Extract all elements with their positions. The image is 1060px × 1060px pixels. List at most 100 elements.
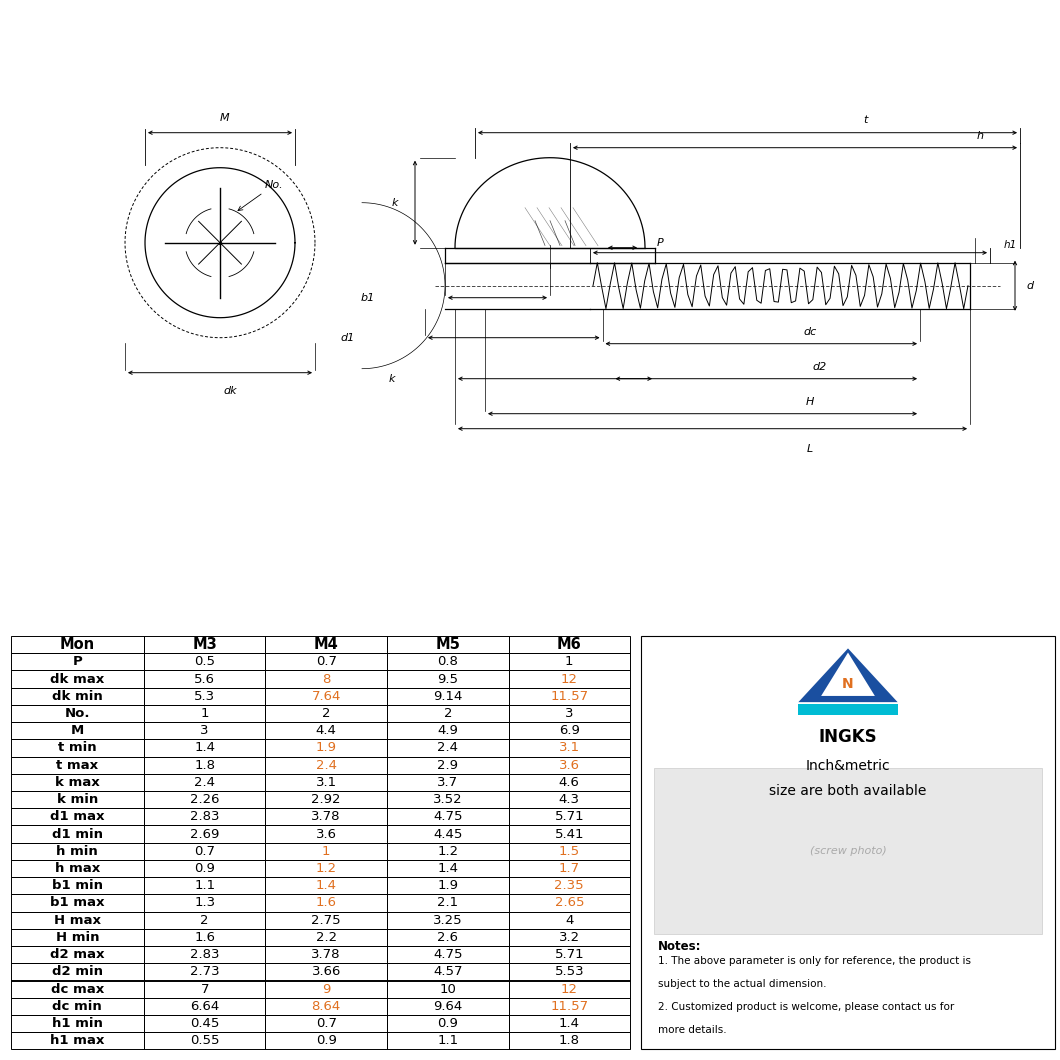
Text: 10: 10 — [439, 983, 456, 995]
Text: 2.4: 2.4 — [438, 741, 458, 755]
Text: 1.4: 1.4 — [194, 741, 215, 755]
Text: 2.92: 2.92 — [312, 793, 341, 807]
Bar — [11, 929, 144, 946]
Bar — [798, 704, 898, 714]
Bar — [11, 997, 144, 1015]
Text: 3.1: 3.1 — [316, 776, 337, 789]
Text: dk min: dk min — [52, 690, 103, 703]
Bar — [11, 860, 144, 878]
Text: 1.8: 1.8 — [559, 1035, 580, 1047]
Bar — [509, 1015, 630, 1032]
Bar — [11, 1032, 144, 1049]
Text: dk max: dk max — [50, 672, 104, 686]
Bar — [144, 774, 265, 791]
Text: 2.35: 2.35 — [554, 879, 584, 893]
Bar — [144, 722, 265, 740]
Bar — [11, 705, 144, 722]
Text: 0.55: 0.55 — [190, 1035, 219, 1047]
Bar — [387, 843, 509, 860]
Text: 4.4: 4.4 — [316, 724, 337, 738]
Bar — [265, 964, 387, 981]
Text: 2.83: 2.83 — [190, 948, 219, 961]
Bar — [509, 705, 630, 722]
Bar — [265, 860, 387, 878]
Text: 1.1: 1.1 — [194, 879, 215, 893]
Bar — [387, 912, 509, 929]
Text: dc min: dc min — [52, 1000, 102, 1013]
Bar — [265, 774, 387, 791]
Bar — [509, 997, 630, 1015]
Text: 3.7: 3.7 — [437, 776, 458, 789]
Text: 9.14: 9.14 — [434, 690, 462, 703]
Text: h: h — [976, 130, 984, 141]
Bar — [11, 722, 144, 740]
Text: t max: t max — [56, 759, 99, 772]
Text: 1.1: 1.1 — [437, 1035, 458, 1047]
Bar — [509, 826, 630, 843]
Bar — [11, 808, 144, 826]
Text: 11.57: 11.57 — [550, 1000, 588, 1013]
Text: 1: 1 — [200, 707, 209, 720]
Text: M6: M6 — [556, 637, 582, 652]
Bar — [144, 757, 265, 774]
Bar — [265, 947, 387, 964]
Bar — [509, 860, 630, 878]
Text: d: d — [1026, 281, 1034, 290]
Bar — [144, 636, 265, 653]
Text: 5.71: 5.71 — [554, 948, 584, 961]
Bar — [144, 740, 265, 757]
Text: M4: M4 — [314, 637, 338, 652]
Bar — [387, 1032, 509, 1049]
Bar — [387, 878, 509, 895]
Text: 1.8: 1.8 — [194, 759, 215, 772]
Bar — [11, 636, 144, 653]
Bar — [265, 826, 387, 843]
Text: 1.9: 1.9 — [316, 741, 337, 755]
Text: M: M — [71, 724, 84, 738]
Bar — [144, 1015, 265, 1032]
Text: 9.5: 9.5 — [438, 672, 458, 686]
Bar — [509, 791, 630, 808]
Bar — [144, 997, 265, 1015]
Bar — [144, 860, 265, 878]
Text: 9.64: 9.64 — [434, 1000, 462, 1013]
Text: M5: M5 — [436, 637, 460, 652]
Bar — [144, 912, 265, 929]
Text: 2.69: 2.69 — [190, 828, 219, 841]
Text: 0.7: 0.7 — [194, 845, 215, 858]
Text: d1 min: d1 min — [52, 828, 103, 841]
Bar — [509, 929, 630, 946]
Bar — [387, 705, 509, 722]
Text: 1.4: 1.4 — [438, 862, 458, 876]
Text: d1: d1 — [340, 333, 355, 342]
Bar — [11, 688, 144, 705]
Bar — [11, 947, 144, 964]
Text: 8: 8 — [322, 672, 331, 686]
Bar — [265, 757, 387, 774]
Bar — [144, 947, 265, 964]
Text: b1 min: b1 min — [52, 879, 103, 893]
Bar — [11, 980, 144, 997]
Bar — [509, 947, 630, 964]
Bar — [509, 808, 630, 826]
Text: H: H — [806, 396, 814, 407]
Bar — [11, 843, 144, 860]
Bar — [265, 1032, 387, 1049]
Text: 8.64: 8.64 — [312, 1000, 341, 1013]
Text: d2 max: d2 max — [50, 948, 105, 961]
Text: d2: d2 — [813, 361, 827, 372]
Text: 2.1: 2.1 — [437, 897, 458, 909]
Bar — [144, 1032, 265, 1049]
Bar — [11, 653, 144, 671]
Bar — [387, 860, 509, 878]
Text: 5.71: 5.71 — [554, 810, 584, 824]
Text: 5.53: 5.53 — [554, 966, 584, 978]
Bar — [387, 964, 509, 981]
Text: 0.45: 0.45 — [190, 1017, 219, 1030]
Bar — [265, 636, 387, 653]
Text: 2.4: 2.4 — [316, 759, 337, 772]
Bar — [144, 688, 265, 705]
Text: 5.3: 5.3 — [194, 690, 215, 703]
Bar — [509, 653, 630, 671]
Text: 11.57: 11.57 — [550, 690, 588, 703]
